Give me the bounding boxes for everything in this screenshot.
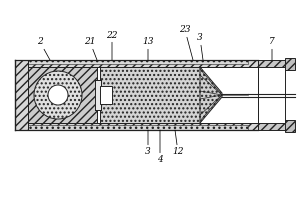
Polygon shape (200, 67, 222, 123)
Bar (258, 60, 285, 67)
Bar (95, 80, 101, 110)
Text: 7: 7 (269, 38, 275, 60)
Ellipse shape (34, 71, 82, 119)
Text: 3: 3 (197, 33, 203, 60)
Bar (28, 67, 97, 123)
Text: 4: 4 (157, 130, 163, 164)
Bar (285, 58, 295, 70)
Bar (28, 125, 248, 130)
Bar (100, 86, 112, 104)
Text: 22: 22 (106, 30, 118, 60)
Bar (15, 60, 28, 130)
Bar (28, 60, 248, 64)
Bar (258, 67, 285, 123)
Bar (100, 67, 200, 123)
Bar (258, 123, 285, 130)
Text: 2: 2 (37, 38, 50, 60)
Text: 13: 13 (142, 38, 154, 60)
Ellipse shape (48, 85, 68, 105)
Bar (15, 123, 258, 130)
Text: 23: 23 (179, 25, 193, 60)
Bar (15, 60, 258, 67)
Text: 12: 12 (172, 130, 184, 156)
Text: 3: 3 (145, 130, 151, 156)
Text: 21: 21 (84, 38, 97, 60)
Bar (285, 120, 295, 132)
